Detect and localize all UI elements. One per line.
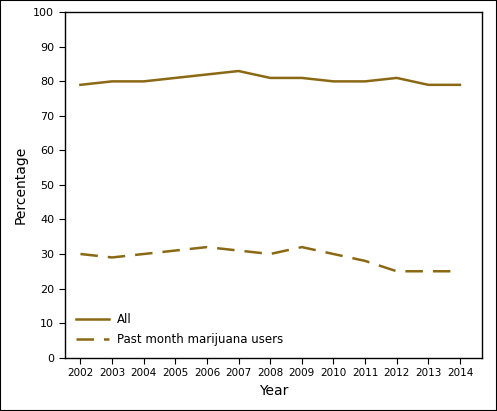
All xyxy=(267,76,273,81)
Past month marijuana users xyxy=(267,252,273,256)
Past month marijuana users xyxy=(299,245,305,249)
All xyxy=(331,79,336,84)
All xyxy=(425,82,431,87)
Past month marijuana users xyxy=(78,252,83,256)
All xyxy=(78,82,83,87)
Past month marijuana users xyxy=(394,269,400,274)
Past month marijuana users xyxy=(362,259,368,263)
All xyxy=(394,76,400,81)
Past month marijuana users xyxy=(109,255,115,260)
Past month marijuana users xyxy=(172,248,178,253)
Past month marijuana users xyxy=(236,248,242,253)
Line: All: All xyxy=(81,71,460,85)
Y-axis label: Percentage: Percentage xyxy=(13,146,28,224)
Past month marijuana users xyxy=(457,269,463,274)
Past month marijuana users xyxy=(331,252,336,256)
All xyxy=(109,79,115,84)
All xyxy=(172,76,178,81)
X-axis label: Year: Year xyxy=(258,383,288,397)
All xyxy=(204,72,210,77)
All xyxy=(299,76,305,81)
All xyxy=(236,69,242,74)
Legend: All, Past month marijuana users: All, Past month marijuana users xyxy=(71,307,289,352)
Line: Past month marijuana users: Past month marijuana users xyxy=(81,247,460,271)
All xyxy=(362,79,368,84)
Past month marijuana users xyxy=(204,245,210,249)
Past month marijuana users xyxy=(141,252,147,256)
All xyxy=(141,79,147,84)
Past month marijuana users xyxy=(425,269,431,274)
All xyxy=(457,82,463,87)
